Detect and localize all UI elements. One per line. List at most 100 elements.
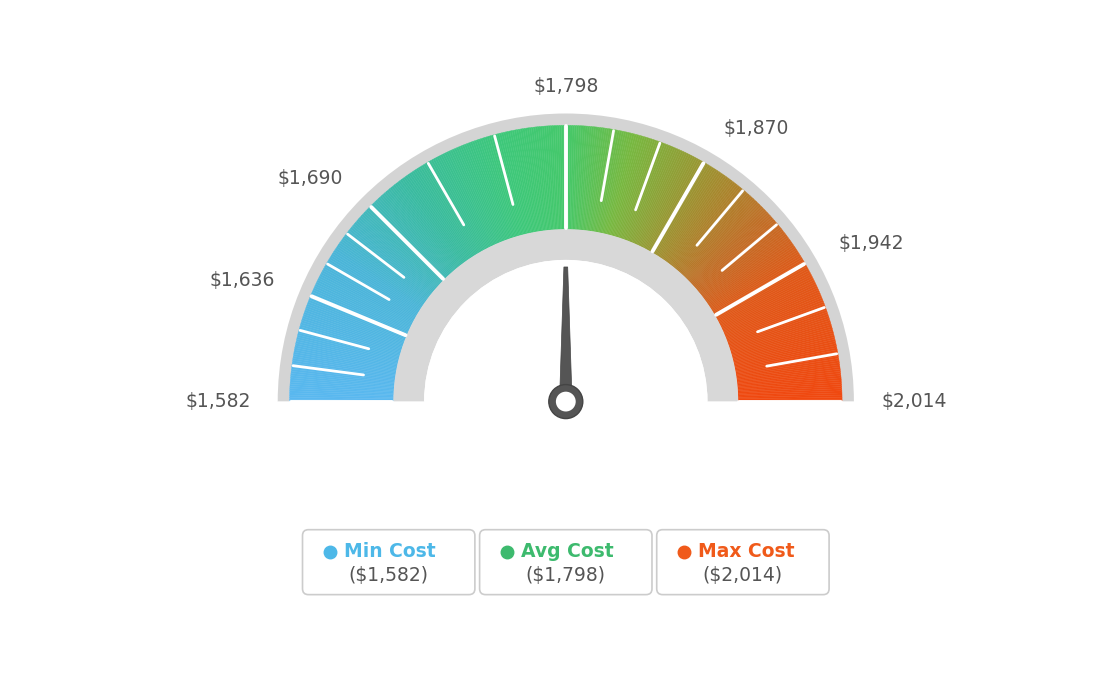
Wedge shape — [347, 233, 429, 297]
Text: ($2,014): ($2,014) — [703, 566, 783, 585]
Wedge shape — [290, 386, 394, 393]
Wedge shape — [624, 141, 661, 240]
Wedge shape — [712, 255, 802, 311]
Wedge shape — [608, 134, 637, 235]
Wedge shape — [711, 252, 799, 309]
Wedge shape — [307, 302, 405, 341]
Wedge shape — [660, 170, 720, 258]
Wedge shape — [723, 290, 819, 333]
Wedge shape — [721, 282, 816, 328]
Wedge shape — [736, 365, 840, 380]
Wedge shape — [480, 138, 513, 237]
Wedge shape — [392, 186, 458, 268]
Wedge shape — [690, 209, 766, 283]
Wedge shape — [396, 182, 461, 266]
Wedge shape — [302, 316, 402, 350]
Wedge shape — [278, 113, 853, 402]
Wedge shape — [341, 239, 426, 302]
Wedge shape — [522, 128, 540, 231]
Wedge shape — [491, 135, 520, 236]
Wedge shape — [492, 135, 521, 235]
Wedge shape — [348, 230, 431, 296]
Wedge shape — [679, 193, 749, 273]
Wedge shape — [735, 350, 838, 371]
Wedge shape — [639, 152, 686, 246]
Wedge shape — [592, 128, 609, 231]
Wedge shape — [456, 147, 499, 244]
Wedge shape — [497, 133, 524, 235]
Wedge shape — [351, 226, 433, 293]
Wedge shape — [440, 155, 489, 248]
Wedge shape — [379, 197, 449, 275]
Wedge shape — [580, 126, 590, 230]
Wedge shape — [291, 365, 395, 380]
Wedge shape — [667, 178, 730, 263]
Wedge shape — [708, 244, 794, 305]
Wedge shape — [578, 126, 587, 230]
Wedge shape — [518, 129, 538, 232]
Wedge shape — [487, 136, 518, 237]
Wedge shape — [508, 131, 531, 233]
Wedge shape — [294, 352, 396, 372]
Wedge shape — [405, 175, 467, 262]
Wedge shape — [620, 139, 656, 239]
Wedge shape — [466, 143, 505, 241]
Wedge shape — [703, 236, 788, 299]
Wedge shape — [651, 161, 704, 253]
Wedge shape — [355, 221, 436, 290]
Wedge shape — [662, 173, 723, 259]
Wedge shape — [709, 248, 797, 307]
Wedge shape — [601, 131, 624, 233]
Wedge shape — [420, 166, 476, 255]
Text: $1,942: $1,942 — [839, 235, 904, 253]
Wedge shape — [314, 286, 410, 331]
Wedge shape — [326, 263, 416, 316]
Wedge shape — [414, 170, 473, 257]
Wedge shape — [435, 157, 485, 250]
Wedge shape — [320, 274, 413, 324]
Wedge shape — [599, 130, 622, 233]
Wedge shape — [529, 128, 544, 230]
Wedge shape — [295, 348, 396, 369]
Wedge shape — [482, 137, 516, 237]
Wedge shape — [403, 177, 466, 262]
Wedge shape — [290, 375, 394, 386]
Wedge shape — [501, 132, 527, 234]
Wedge shape — [300, 324, 401, 355]
Wedge shape — [641, 153, 689, 248]
Wedge shape — [295, 344, 397, 366]
Wedge shape — [677, 190, 745, 270]
Wedge shape — [730, 314, 829, 348]
Wedge shape — [676, 188, 744, 270]
Wedge shape — [664, 175, 724, 261]
Wedge shape — [301, 320, 401, 352]
Wedge shape — [582, 126, 594, 230]
Wedge shape — [520, 129, 539, 232]
Wedge shape — [724, 292, 820, 335]
Wedge shape — [732, 326, 832, 356]
Wedge shape — [527, 128, 543, 231]
Wedge shape — [463, 145, 502, 242]
Wedge shape — [588, 128, 605, 231]
Wedge shape — [564, 126, 565, 229]
Wedge shape — [733, 335, 835, 362]
Wedge shape — [595, 130, 615, 232]
Wedge shape — [627, 143, 666, 241]
Wedge shape — [612, 135, 640, 236]
Wedge shape — [707, 243, 793, 304]
Wedge shape — [697, 222, 777, 290]
Wedge shape — [591, 128, 607, 231]
Wedge shape — [574, 126, 581, 230]
Wedge shape — [673, 186, 740, 268]
Wedge shape — [317, 280, 411, 327]
Wedge shape — [417, 167, 475, 256]
Wedge shape — [399, 181, 463, 264]
Wedge shape — [460, 146, 501, 242]
Wedge shape — [289, 397, 393, 400]
Wedge shape — [395, 184, 460, 266]
Wedge shape — [672, 185, 739, 267]
Wedge shape — [583, 127, 596, 230]
Wedge shape — [731, 322, 831, 353]
Wedge shape — [686, 203, 760, 279]
Wedge shape — [335, 248, 423, 307]
